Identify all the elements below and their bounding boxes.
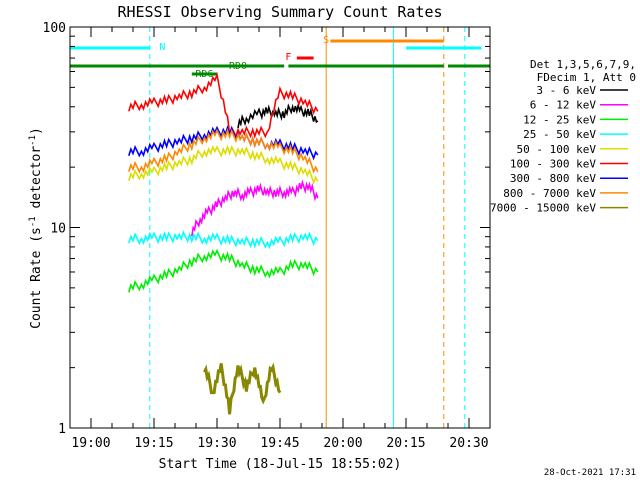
legend-label-8: 7000 - 15000 keV	[490, 202, 596, 215]
series-line-8	[203, 362, 282, 415]
y-tick-label-1: 10	[50, 222, 66, 237]
legend-label-5: 100 - 300 keV	[510, 158, 596, 171]
x-tick-label-5: 20:15	[386, 436, 425, 451]
legend-label-3: 25 - 50 keV	[523, 128, 596, 141]
legend-label-1: 6 - 12 keV	[530, 99, 597, 112]
series-line-5	[128, 71, 319, 139]
series-line-1	[191, 179, 319, 237]
legend-label-2: 12 - 25 keV	[523, 113, 596, 126]
axis-layer: 1 10 100 19:00 19:15 19:30 19:45 20:00 20:15 20:3…	[43, 21, 491, 451]
x-tick-label-2: 19:30	[197, 436, 236, 451]
y-axis-label: Count Rate (s-1 detector-1)	[28, 127, 44, 329]
flag-rd0-label: RD0	[229, 61, 247, 72]
y-tick-label-0: 1	[58, 422, 66, 437]
series-line-0	[237, 102, 319, 129]
x-tick-label-1: 19:15	[134, 436, 173, 451]
legend-header-2: FDecim 1, Att 0	[537, 71, 636, 84]
footer-date: 28-Oct-2021 17:31	[544, 468, 636, 478]
legend-label-4: 50 - 100 keV	[517, 143, 597, 156]
series-line-2	[128, 248, 319, 293]
series-line-7	[128, 127, 319, 174]
x-tick-label-3: 19:45	[260, 436, 299, 451]
flag-rd6-label: RD6	[195, 69, 213, 80]
flag-n-label: N	[159, 42, 165, 53]
x-axis-label: Start Time (18-Jul-15 18:55:02)	[159, 457, 402, 472]
chart-title: RHESSI Observing Summary Count Rates	[117, 3, 442, 21]
legend-header-1: Det 1,3,5,6,7,9,	[530, 58, 636, 71]
y-tick-label-2: 100	[43, 21, 66, 36]
legend-label-6: 300 - 800 keV	[510, 172, 596, 185]
series-line-4	[128, 144, 319, 185]
legend-label-7: 800 - 7000 keV	[503, 187, 596, 200]
plot-layer: N RD0 RD6 F S	[70, 27, 490, 428]
series-line-6	[128, 125, 319, 161]
x-tick-label-0: 19:00	[71, 436, 110, 451]
legend-label-0: 3 - 6 keV	[536, 84, 596, 97]
x-tick-label-6: 20:30	[449, 436, 488, 451]
flag-s-label: S	[323, 35, 329, 46]
flag-f-label: F	[285, 52, 291, 63]
series-line-3	[128, 230, 319, 250]
x-tick-label-4: 20:00	[323, 436, 362, 451]
